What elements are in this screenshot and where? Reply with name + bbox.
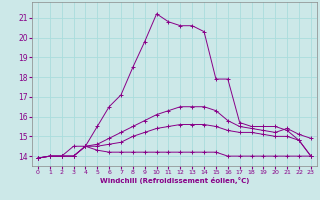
X-axis label: Windchill (Refroidissement éolien,°C): Windchill (Refroidissement éolien,°C) bbox=[100, 177, 249, 184]
